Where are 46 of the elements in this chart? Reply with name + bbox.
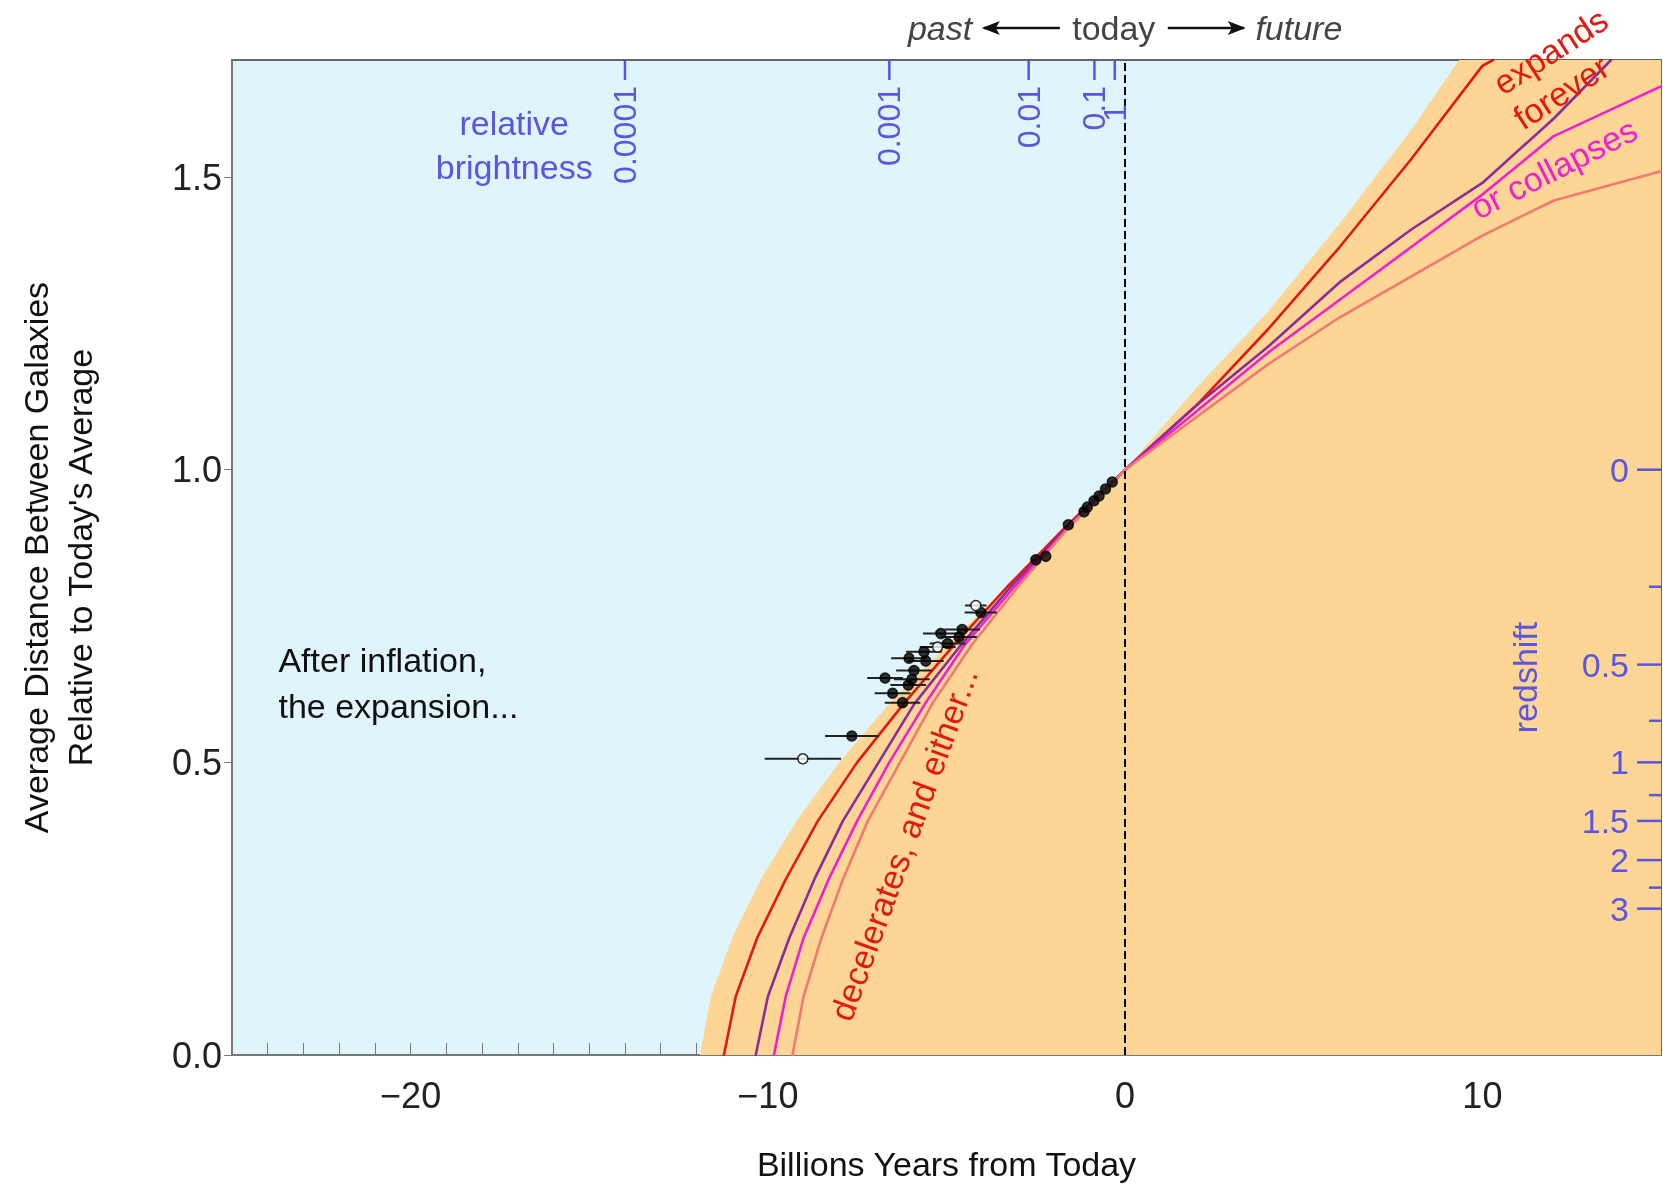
x-tick-label: −10 [737,1074,799,1116]
text: today [1072,8,1156,48]
annotation: 0.001 [871,86,908,167]
point [1062,518,1075,531]
annotation: 2 [1610,841,1629,880]
point [1040,550,1052,563]
point [931,641,944,653]
point [908,664,920,677]
annotation: relative brightness [435,103,593,186]
annotation: 0.0001 [606,86,643,184]
point [1093,490,1105,502]
x-tick-label: 0 [1115,1074,1136,1116]
annotation: 1.5 [1581,801,1629,840]
text: past [907,8,973,48]
annotation: 0.01 [1010,86,1047,149]
point [935,627,947,640]
point [941,637,954,650]
y-tick-label: 1.5 [171,156,222,198]
point [886,687,899,700]
y-tick-label: 0.5 [171,741,222,783]
point [797,753,809,765]
point [896,696,909,709]
x-axis-title: Billions Years from Today [756,1145,1137,1183]
point [970,599,982,612]
annotation: 1 [1610,743,1629,782]
point [1106,476,1119,488]
y-tick-label: 1.0 [171,449,222,491]
annotation: 3 [1610,889,1629,928]
point [1081,501,1094,513]
x-tick-label: −20 [380,1074,442,1116]
point [1099,483,1112,495]
point [956,623,968,636]
y-axis-title: Average Distance Between Galaxies Relative to Today's Average [17,281,99,834]
point [920,655,932,667]
annotation: 0.5 [1581,645,1629,684]
point [1030,554,1042,566]
point [918,645,930,658]
point [903,652,915,664]
y-tick-label: 0.0 [171,1034,222,1076]
point [879,672,891,684]
x-tick-label: 10 [1462,1074,1503,1116]
point [846,730,858,742]
annotation: redshift [1506,621,1545,734]
text: future [1255,8,1343,48]
annotation: 0 [1610,450,1629,489]
annotation: After inflation, the expansion... [278,640,519,725]
